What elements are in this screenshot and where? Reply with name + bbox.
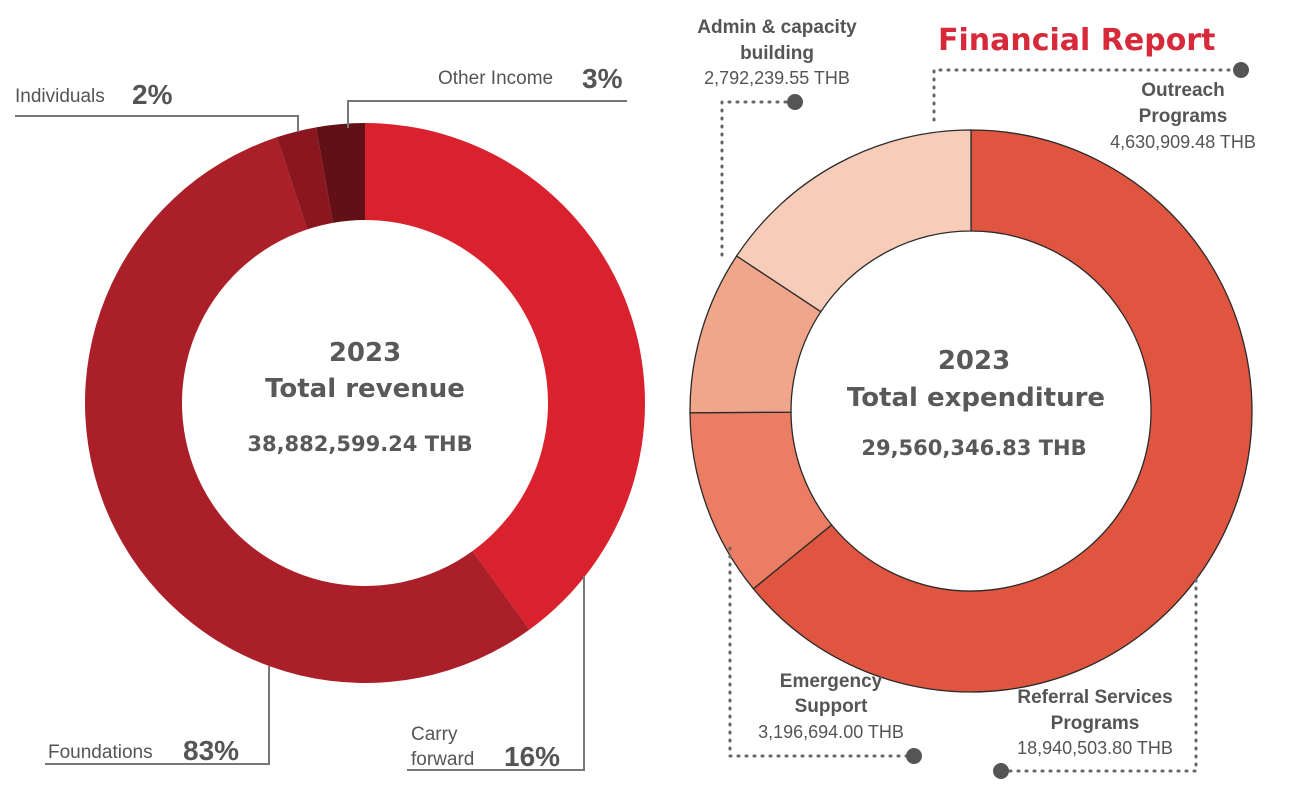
revenue-center-year: 2023 bbox=[329, 338, 401, 368]
expenditure-slices bbox=[689, 129, 1253, 693]
label-admin: Admin & capacity building 2,792,239.55 T… bbox=[697, 17, 857, 88]
label-admin-amount: 2,792,239.55 THB bbox=[704, 68, 850, 88]
expenditure-center-year: 2023 bbox=[938, 346, 1010, 376]
label-outreach-line1: Outreach bbox=[1141, 80, 1224, 101]
label-referral: Referral Services Programs 18,940,503.80… bbox=[1017, 687, 1173, 758]
leader-dots-referral bbox=[1000, 578, 1198, 773]
revenue-center-total: 38,882,599.24 THB bbox=[247, 432, 472, 456]
label-individuals-percent: 2% bbox=[132, 79, 173, 110]
revenue-donut: 2023 Total revenue 38,882,599.24 THB Oth… bbox=[15, 63, 645, 772]
page-title: Financial Report bbox=[938, 23, 1215, 58]
label-carry-forward-line1: Carry bbox=[411, 724, 458, 745]
label-individuals-name: Individuals bbox=[15, 86, 105, 107]
label-individuals: Individuals 2% bbox=[15, 79, 173, 110]
label-emergency: Emergency Support 3,196,694.00 THB bbox=[758, 671, 904, 742]
leader-dot-end-referral bbox=[993, 763, 1009, 779]
label-emergency-line1: Emergency bbox=[780, 671, 883, 692]
leader-line-carry-forward bbox=[407, 576, 585, 771]
leader-line-foundations bbox=[45, 666, 270, 765]
label-foundations-percent: 83% bbox=[183, 735, 239, 766]
leader-dot-end-outreach bbox=[1233, 62, 1249, 78]
label-admin-line1: Admin & capacity bbox=[697, 17, 857, 38]
expenditure-center-total: 29,560,346.83 THB bbox=[861, 436, 1086, 460]
revenue-slice-foundations bbox=[85, 137, 530, 684]
label-outreach-line2: Programs bbox=[1139, 106, 1228, 127]
label-carry-forward: Carry forward 16% bbox=[411, 724, 560, 772]
label-carry-forward-line2: forward bbox=[411, 749, 474, 770]
leader-dots-emergency bbox=[728, 546, 914, 758]
label-emergency-line2: Support bbox=[795, 696, 868, 717]
revenue-center: 2023 Total revenue 38,882,599.24 THB bbox=[247, 338, 472, 456]
revenue-slices bbox=[85, 123, 645, 684]
revenue-center-label: Total revenue bbox=[265, 374, 465, 404]
expenditure-slice-outreach-programs bbox=[735, 129, 972, 313]
expenditure-center: 2023 Total expenditure 29,560,346.83 THB bbox=[847, 346, 1105, 460]
label-carry-forward-percent: 16% bbox=[504, 741, 560, 772]
label-other-income: Other Income 3% bbox=[438, 63, 623, 94]
revenue-slice-individuals bbox=[276, 127, 333, 230]
leader-dot-end-emergency bbox=[906, 748, 922, 764]
leader-line-individuals bbox=[15, 115, 299, 132]
label-referral-line2: Programs bbox=[1051, 713, 1140, 734]
label-foundations: Foundations 83% bbox=[48, 735, 239, 766]
label-foundations-name: Foundations bbox=[48, 742, 153, 763]
leader-line-other-income bbox=[347, 100, 627, 128]
expenditure-slice-referral-services-programs bbox=[752, 129, 1253, 693]
label-admin-line2: building bbox=[740, 43, 814, 64]
revenue-slice-other-income bbox=[315, 123, 365, 223]
leader-dots-admin bbox=[720, 100, 797, 257]
label-other-income-percent: 3% bbox=[582, 63, 623, 94]
leader-dot-end-admin bbox=[787, 94, 803, 110]
label-outreach-amount: 4,630,909.48 THB bbox=[1110, 132, 1256, 152]
label-emergency-amount: 3,196,694.00 THB bbox=[758, 722, 904, 742]
leader-dots-outreach bbox=[932, 68, 1242, 122]
label-referral-amount: 18,940,503.80 THB bbox=[1017, 738, 1173, 758]
expenditure-center-label: Total expenditure bbox=[847, 383, 1105, 413]
label-referral-line1: Referral Services bbox=[1017, 687, 1172, 708]
expenditure-donut: 2023 Total expenditure 29,560,346.83 THB… bbox=[689, 17, 1256, 779]
revenue-slice-carry-forward bbox=[365, 123, 645, 630]
label-outreach: Outreach Programs 4,630,909.48 THB bbox=[1110, 80, 1256, 152]
label-other-income-name: Other Income bbox=[438, 68, 553, 89]
